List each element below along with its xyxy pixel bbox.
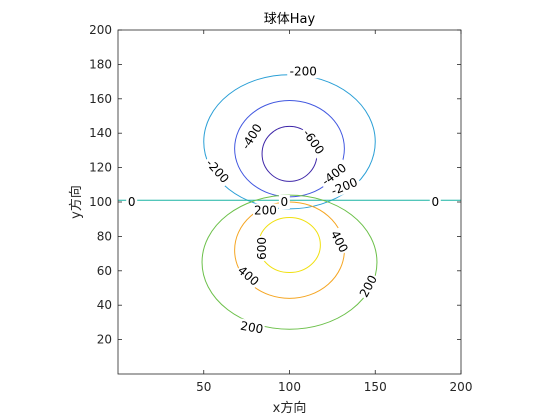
contour-label-13: 200 — [356, 271, 381, 301]
y-axis-ticks: 20 40 60 80 100 120 140 160 180 200 — [89, 23, 461, 347]
y-tick-label: 120 — [89, 161, 112, 175]
contour-label-6: 0 — [126, 195, 138, 209]
y-tick-label: 20 — [97, 333, 112, 347]
contour-label-0: -200 — [287, 64, 320, 79]
contour-label-text: -200 — [290, 64, 317, 78]
contour-label-11: 400 — [327, 227, 352, 256]
contour-label-bg — [234, 262, 263, 290]
chart-title: 球体Hay — [264, 12, 316, 27]
contour-label-bg — [238, 318, 266, 337]
x-axis-label: x方向 — [273, 400, 307, 416]
x-tick-label: 150 — [364, 380, 387, 394]
contour-label-bg — [252, 203, 278, 218]
contour-line-200 — [201, 194, 378, 330]
contour-label-bg — [356, 271, 381, 301]
contour-label-12: 400 — [234, 262, 263, 290]
y-tick-label: 140 — [89, 126, 112, 140]
x-tick-label: 100 — [278, 380, 301, 394]
contour-label-text: 0 — [431, 195, 439, 209]
y-tick-label: 60 — [97, 264, 112, 278]
contour-label-bg — [126, 195, 138, 209]
contour-label-9: 200 — [252, 203, 278, 218]
contour-label-bg — [201, 154, 234, 188]
contour-label-text: 0 — [281, 195, 289, 209]
contour-label-8: 0 — [429, 195, 441, 209]
y-tick-label: 160 — [89, 92, 112, 106]
contour-label-bg — [237, 119, 267, 154]
contour-label-14: 200 — [238, 318, 266, 337]
y-tick-label: 200 — [89, 23, 112, 37]
contour-label-text: 200 — [239, 319, 264, 337]
contour-label-bg — [298, 124, 329, 159]
x-tick-label: 200 — [450, 380, 473, 394]
contour-label-7: 0 — [278, 195, 290, 209]
contour-label-bg — [278, 195, 290, 209]
contour-label-text: 200 — [254, 204, 277, 218]
contour-label-bg — [327, 227, 352, 256]
contour-label-bg — [287, 64, 320, 79]
contour-label-2: -600 — [298, 124, 329, 159]
y-axis-label: y方向 — [68, 185, 84, 219]
contour-label-text: 0 — [128, 195, 136, 209]
contour-label-bg — [429, 195, 441, 209]
y-tick-label: 100 — [89, 195, 112, 209]
x-axis-ticks: 50 100 150 200 — [196, 30, 472, 394]
contour-label-text: 400 — [235, 263, 262, 288]
y-tick-label: 80 — [97, 229, 112, 243]
contour-label-bg — [317, 159, 352, 190]
contour-label-text: 600 — [255, 237, 269, 260]
y-tick-label: 40 — [97, 298, 112, 312]
contour-label-bg — [255, 235, 270, 261]
contour-label-10: 600 — [255, 235, 270, 261]
x-tick-label: 50 — [196, 380, 211, 394]
y-tick-label: 180 — [89, 57, 112, 71]
contour-label-bg — [326, 174, 362, 200]
